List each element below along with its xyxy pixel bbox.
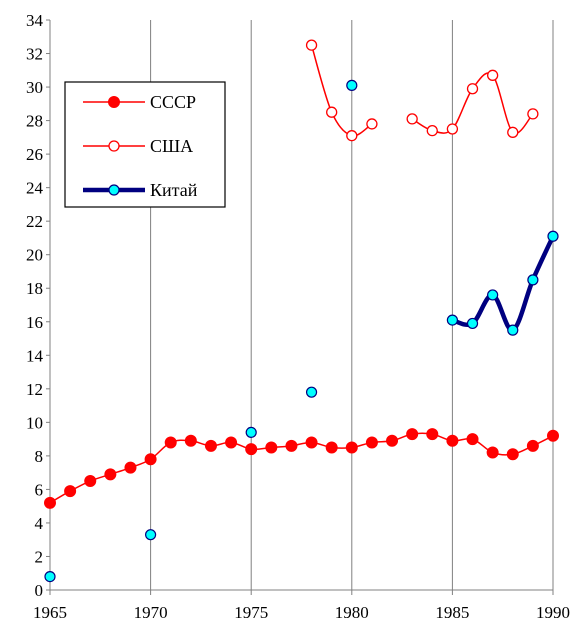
data-point — [446, 123, 459, 135]
data-point — [426, 124, 438, 137]
y-tick-label: 18 — [26, 279, 43, 298]
data-point — [265, 441, 278, 454]
data-point — [124, 461, 137, 474]
data-point — [285, 439, 298, 452]
x-tick-label: 1990 — [536, 603, 570, 622]
y-tick-label: 10 — [26, 413, 43, 432]
data-point — [366, 118, 378, 130]
x-tick-label: 1965 — [33, 603, 67, 622]
y-tick-label: 0 — [35, 581, 44, 600]
data-point — [466, 83, 479, 95]
data-point — [44, 496, 56, 509]
legend-swatch-marker — [108, 140, 120, 152]
data-point — [204, 439, 217, 452]
legend-label: США — [150, 136, 193, 156]
data-point — [406, 113, 418, 125]
legend-entry: Китай — [83, 180, 198, 200]
data-point — [305, 39, 318, 51]
y-tick-label: 6 — [35, 480, 44, 499]
data-point — [466, 317, 479, 330]
series-line — [411, 72, 534, 135]
x-tick-label: 1970 — [134, 603, 168, 622]
data-point — [245, 426, 257, 439]
data-point — [526, 439, 539, 452]
data-point — [144, 453, 157, 466]
x-tick-label: 1975 — [234, 603, 268, 622]
x-tick-label: 1985 — [435, 603, 469, 622]
data-point — [225, 436, 238, 449]
y-tick-label: 2 — [35, 547, 44, 566]
legend-label: СССР — [150, 92, 196, 112]
data-point — [426, 428, 439, 441]
legend-swatch-marker — [108, 96, 120, 108]
y-tick-label: 14 — [26, 346, 44, 365]
data-point — [245, 443, 258, 456]
data-point — [345, 441, 358, 454]
data-point — [406, 428, 419, 441]
series-line — [451, 235, 556, 333]
data-point — [44, 570, 56, 583]
y-tick-label: 26 — [26, 145, 43, 164]
x-tick-label: 1980 — [335, 603, 369, 622]
data-point — [527, 108, 539, 120]
data-point — [164, 436, 177, 449]
data-point — [486, 446, 499, 459]
data-point — [486, 69, 499, 81]
y-tick-label: 16 — [26, 313, 43, 332]
data-point — [506, 448, 519, 461]
data-point — [84, 475, 97, 488]
data-point — [305, 436, 318, 449]
data-point — [184, 434, 197, 447]
data-point — [466, 433, 479, 446]
series-3 — [44, 79, 559, 583]
data-point — [326, 106, 338, 118]
legend-label: Китай — [150, 180, 198, 200]
data-point — [507, 324, 519, 336]
series-2 — [305, 39, 539, 142]
y-tick-label: 22 — [26, 212, 43, 231]
y-tick-label: 32 — [26, 45, 43, 64]
y-tick-label: 28 — [26, 112, 43, 131]
plot-series — [44, 39, 559, 583]
data-point — [527, 274, 539, 286]
data-point — [446, 434, 459, 447]
y-tick-label: 30 — [26, 78, 43, 97]
y-tick-label: 8 — [35, 447, 44, 466]
data-point — [325, 441, 338, 454]
data-point — [507, 126, 519, 138]
legend: СССР США Китай — [64, 81, 226, 208]
data-point — [346, 79, 358, 91]
y-tick-label: 24 — [26, 179, 44, 198]
data-point — [487, 289, 499, 301]
series-line — [310, 44, 373, 137]
data-point — [547, 429, 559, 442]
data-point — [446, 314, 458, 326]
data-point — [365, 436, 378, 449]
legend-swatch-marker — [108, 184, 120, 196]
y-tick-label: 34 — [26, 11, 44, 30]
legend-entry: США — [83, 136, 193, 156]
y-tick-label: 4 — [35, 514, 44, 533]
data-point — [145, 529, 157, 541]
data-point — [104, 468, 117, 481]
series-1 — [44, 428, 559, 509]
legend-box — [64, 81, 226, 208]
data-point — [547, 230, 559, 242]
data-point — [64, 485, 77, 498]
data-point — [305, 386, 318, 398]
legend-entry: СССР — [83, 92, 196, 112]
data-point — [346, 130, 358, 142]
y-tick-label: 20 — [26, 246, 43, 265]
data-point — [386, 434, 399, 447]
y-tick-label: 12 — [26, 380, 43, 399]
